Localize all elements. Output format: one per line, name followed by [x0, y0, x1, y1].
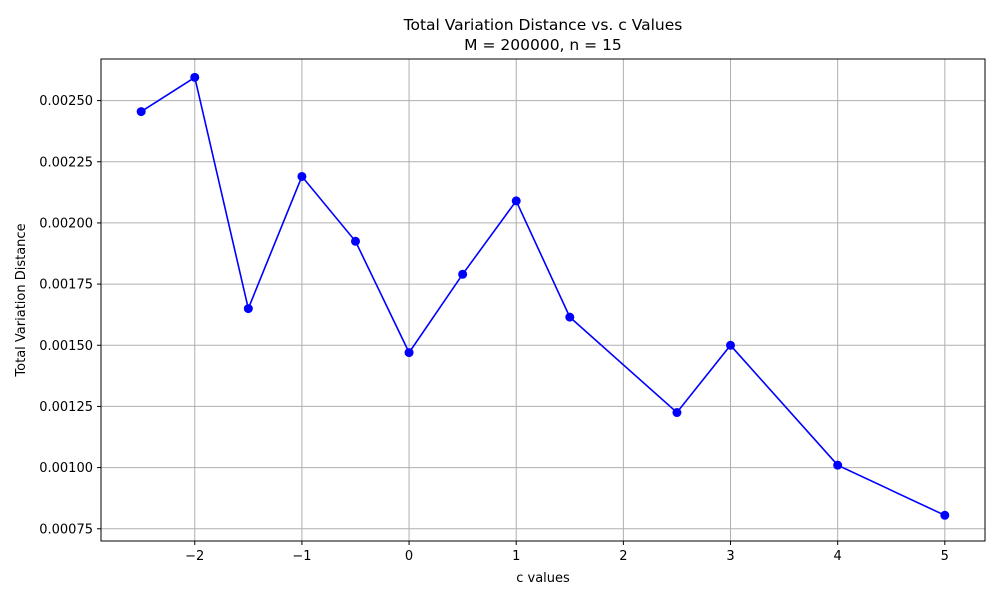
x-tick-label: 1 [512, 549, 520, 564]
data-point [243, 304, 253, 314]
data-point [458, 269, 468, 279]
data-point [511, 196, 521, 206]
x-tick-label: −1 [292, 549, 311, 564]
x-axis: −2 −1 0 1 2 3 4 5 [185, 541, 949, 564]
y-axis-label: Total Variation Distance [14, 223, 29, 377]
y-tick-label: 0.00150 [39, 339, 93, 354]
data-point [833, 460, 843, 470]
y-tick-label: 0.00100 [39, 461, 93, 476]
data-point [190, 72, 200, 82]
data-point [350, 236, 360, 246]
data-point [940, 510, 950, 520]
y-axis: 0.00075 0.00100 0.00125 0.00150 0.00175 0.002… [39, 94, 101, 537]
chart-title: Total Variation Distance vs. c Values [403, 16, 683, 34]
grid [101, 59, 985, 541]
plot-area [100, 58, 986, 542]
data-point [136, 107, 146, 117]
data-point [672, 408, 682, 418]
x-tick-label: 2 [619, 549, 627, 564]
x-tick-label: 4 [834, 549, 842, 564]
y-tick-label: 0.00175 [39, 278, 93, 293]
x-tick-label: 0 [405, 549, 413, 564]
y-tick-label: 0.00125 [39, 400, 93, 415]
x-axis-label: c values [516, 571, 570, 586]
chart-subtitle: M = 200000, n = 15 [464, 36, 622, 54]
x-tick-label: −2 [185, 549, 204, 564]
data-point [404, 348, 414, 358]
data-point [726, 340, 736, 350]
series-layer [136, 72, 950, 520]
data-point [297, 171, 307, 181]
data-point [565, 312, 575, 322]
x-tick-label: 5 [941, 549, 949, 564]
y-tick-label: 0.00075 [39, 522, 93, 537]
y-tick-label: 0.00200 [39, 216, 93, 231]
y-tick-label: 0.00225 [39, 155, 93, 170]
x-tick-label: 3 [726, 549, 734, 564]
series-line [140, 76, 946, 517]
y-tick-label: 0.00250 [39, 94, 93, 109]
